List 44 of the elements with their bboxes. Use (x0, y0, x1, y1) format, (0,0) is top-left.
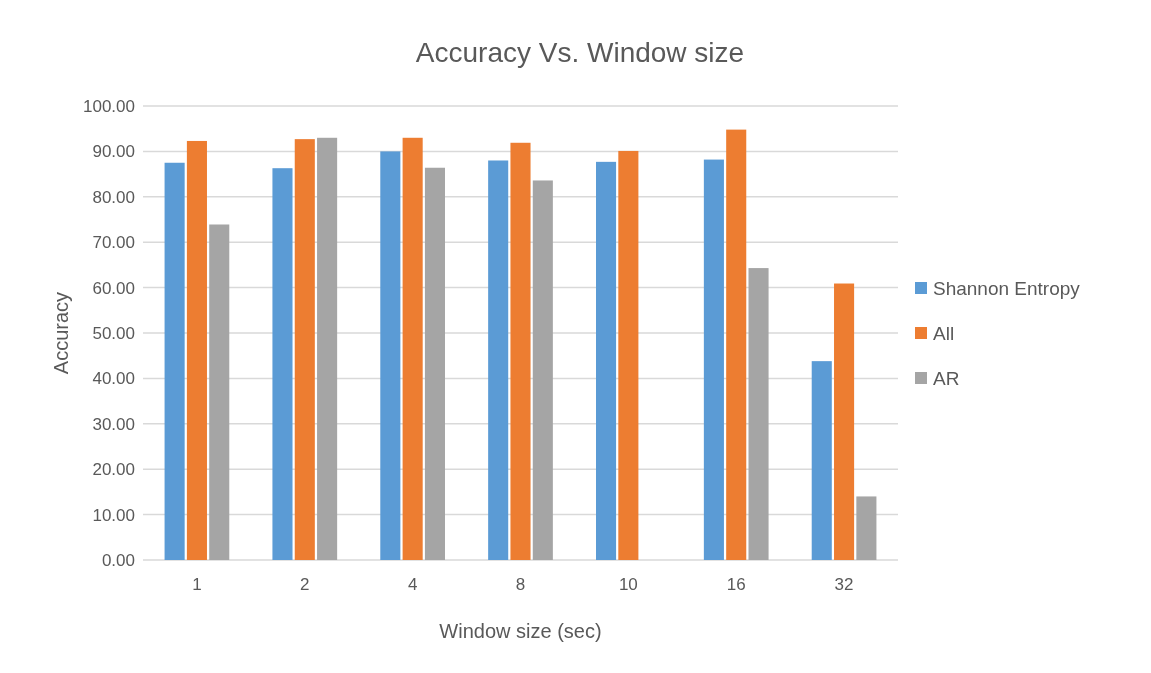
x-tick-label: 10 (618, 575, 638, 594)
y-tick-label: 30.00 (92, 414, 135, 434)
bar (748, 268, 769, 560)
y-tick-label: 40.00 (92, 369, 135, 389)
bar (488, 160, 509, 560)
y-tick-label: 0.00 (101, 550, 135, 570)
y-tick-label: 90.00 (92, 142, 135, 162)
bar (424, 167, 445, 560)
y-tick-label: 10.00 (92, 505, 135, 525)
x-tick-label: 4 (407, 575, 418, 594)
y-tick-label: 70.00 (92, 233, 135, 253)
y-tick-label: 20.00 (92, 460, 135, 480)
bar (317, 137, 338, 560)
bar (703, 159, 724, 560)
x-tick-label: 1 (192, 575, 202, 594)
bar (726, 129, 747, 560)
bar (294, 139, 315, 560)
x-tick-label: 16 (726, 575, 746, 594)
bar (811, 361, 832, 560)
legend-label: All (933, 322, 955, 344)
legend-label: Shannon Entropy (933, 277, 1081, 299)
y-tick-label: 80.00 (92, 187, 135, 207)
x-tick-label: 2 (300, 575, 310, 594)
legend-label: AR (933, 367, 960, 389)
chart-title: Accuracy Vs. Window size (415, 37, 745, 68)
bar (164, 162, 185, 560)
bar (186, 140, 207, 560)
y-tick-label: 100.00 (83, 96, 135, 116)
bar (402, 137, 423, 560)
x-tick-label: 8 (515, 575, 526, 594)
y-tick-label: 50.00 (92, 323, 135, 343)
bar (209, 224, 230, 560)
bar (272, 168, 293, 560)
bar (618, 150, 639, 560)
bar (380, 151, 401, 560)
y-tick-label: 60.00 (92, 278, 135, 298)
bar (532, 180, 553, 560)
x-axis-title: Window size (sec) (439, 620, 602, 642)
bar (510, 142, 531, 560)
bar (596, 161, 617, 560)
bar (856, 496, 877, 560)
x-tick-label: 32 (834, 575, 854, 594)
bar (834, 283, 855, 560)
y-axis-title: Accuracy (50, 291, 72, 375)
